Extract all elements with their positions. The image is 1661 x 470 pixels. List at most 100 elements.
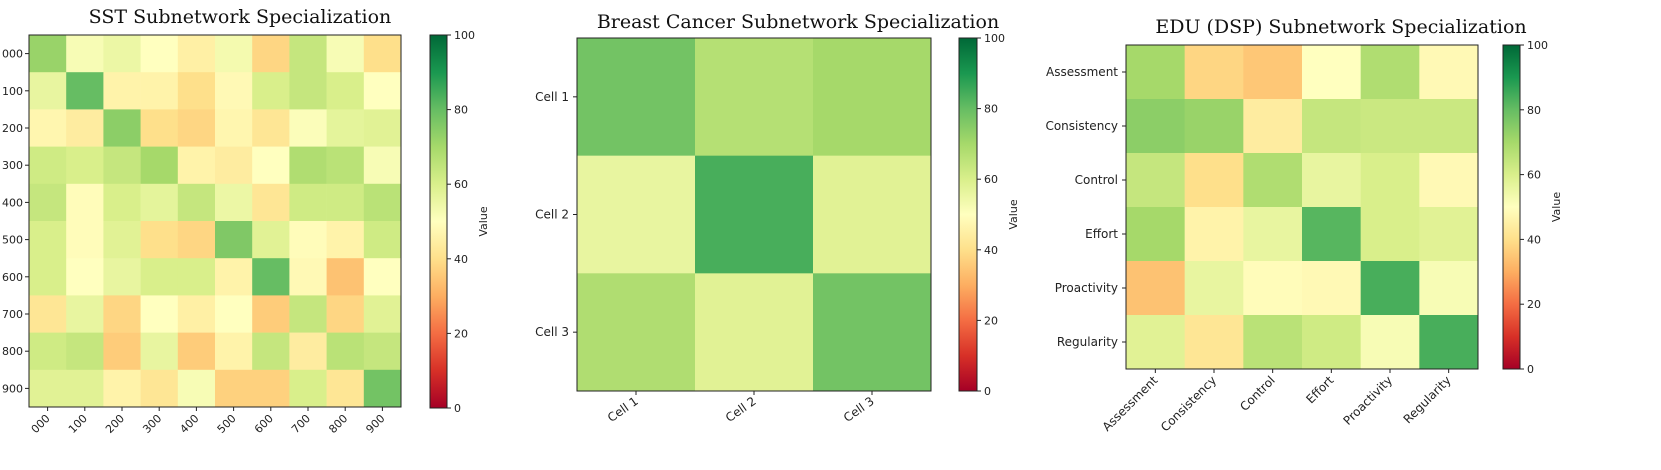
x-tick-label: 000	[29, 412, 53, 436]
heatmap-cell	[1126, 99, 1185, 154]
heatmap-cell	[363, 35, 402, 73]
colorbar-label: Value	[477, 206, 490, 236]
sst-panel: SST Subnetwork Specialization 0001002003…	[2, 6, 490, 436]
heatmap-cell	[577, 273, 696, 392]
heatmap-cell	[1360, 99, 1420, 154]
heatmap-cell	[326, 146, 365, 185]
heatmap-cell	[1302, 99, 1361, 154]
y-tick-label: Cell 3	[535, 325, 569, 339]
heatmap-cell	[289, 72, 327, 110]
heatmap-cell	[1302, 261, 1361, 316]
sst-colorbar: 0 20 40 60 80 100 Value	[429, 29, 490, 415]
heatmap-cell	[140, 221, 179, 259]
y-tick-label: 000	[2, 48, 23, 61]
heatmap-cell	[177, 295, 216, 333]
plot-frame	[28, 34, 402, 408]
colorbar-tick-label: 100	[984, 32, 1005, 45]
heatmap-cell	[1184, 99, 1244, 154]
colorbar-gradient	[1502, 44, 1521, 370]
heatmap-cell	[215, 146, 253, 185]
colorbar-tick-label: 100	[1527, 39, 1548, 52]
colorbar-tick-label: 80	[1527, 104, 1541, 117]
colorbar-tick-label: 0	[984, 385, 991, 398]
heatmap-cell	[1243, 45, 1303, 100]
heatmap-cell	[252, 72, 290, 110]
heatmap-cell	[1302, 153, 1361, 208]
y-tick-label: 400	[2, 196, 23, 209]
heatmap-cell	[215, 109, 253, 147]
heatmap-cell	[29, 295, 67, 333]
heatmap-cell	[289, 221, 327, 259]
heatmap-cell	[1184, 207, 1244, 262]
y-tick-label: 600	[2, 271, 23, 284]
heatmap-cell	[1419, 153, 1479, 208]
colorbar-gradient	[429, 34, 448, 409]
heatmap-cell	[29, 35, 67, 73]
heatmap-cell	[29, 72, 67, 110]
heatmap-cell	[66, 35, 104, 73]
heatmap-cell	[29, 258, 67, 296]
heatmap-cell	[252, 183, 290, 222]
heatmap-cell	[140, 183, 179, 222]
heatmap-cell	[29, 369, 67, 408]
heatmap-cell	[326, 332, 365, 371]
heatmap-cell	[1419, 315, 1479, 370]
heatmap-cell	[326, 369, 365, 408]
heatmap-cell	[1419, 45, 1479, 100]
heatmap-cell	[140, 332, 179, 371]
heatmap-cell	[103, 332, 141, 371]
heatmap-cell	[252, 109, 290, 147]
heatmap-cell	[1302, 315, 1361, 370]
sst-title: SST Subnetwork Specialization	[89, 6, 392, 28]
x-tick-label: 600	[252, 412, 276, 436]
y-tick-label: Assessment	[1046, 65, 1118, 79]
heatmap-cell	[140, 109, 179, 147]
heatmap-cell	[813, 155, 932, 274]
colorbar-tick-label: 0	[454, 402, 461, 415]
y-tick-label: Proactivity	[1055, 281, 1118, 295]
heatmap-cell	[1302, 207, 1361, 262]
breast-cancer-colorbar: 0 20 40 60 80 100 Value	[958, 32, 1020, 398]
x-tick-label: 700	[289, 412, 313, 436]
y-tick-label: Consistency	[1045, 119, 1118, 133]
heatmap-cell	[103, 72, 141, 110]
y-tick-label: Effort	[1085, 227, 1118, 241]
heatmap-cell	[215, 72, 253, 110]
heatmap-cell	[363, 72, 402, 110]
heatmap-cell	[103, 258, 141, 296]
x-tick-label: 200	[103, 412, 127, 436]
edu-panel: EDU (DSP) Subnetwork Specialization Asse…	[1045, 16, 1563, 434]
heatmap-cell	[177, 146, 216, 185]
heatmap-cell	[326, 258, 365, 296]
heatmap-cell	[29, 109, 67, 147]
heatmap-cell	[177, 183, 216, 222]
x-tick-label: Cell 2	[723, 394, 759, 425]
heatmap-cell	[252, 221, 290, 259]
heatmap-cell	[29, 221, 67, 259]
heatmap-cell	[577, 38, 696, 156]
colorbar-gradient	[958, 37, 978, 392]
colorbar-tick-label: 40	[984, 244, 998, 257]
colorbar-tick-label: 40	[454, 253, 468, 266]
heatmap-cell	[1126, 315, 1185, 370]
heatmap-cell	[177, 369, 216, 408]
heatmap-cell	[252, 295, 290, 333]
heatmap-cell	[252, 146, 290, 185]
colorbar-tick-label: 0	[1527, 363, 1534, 376]
heatmap-cell	[215, 183, 253, 222]
x-tick-label: 500	[215, 412, 239, 436]
breast-cancer-panel: Breast Cancer Subnetwork Specialization …	[535, 11, 1020, 425]
heatmap-cell	[289, 109, 327, 147]
heatmap-cell	[1243, 261, 1303, 316]
x-tick-label: Proactivity	[1340, 373, 1395, 428]
heatmap-cell	[103, 146, 141, 185]
heatmap-cell	[363, 109, 402, 147]
heatmap-cell	[1126, 153, 1185, 208]
heatmap-cell	[215, 221, 253, 259]
colorbar-tick-label: 80	[984, 103, 998, 116]
heatmap-cell	[1126, 261, 1185, 316]
heatmap-cell	[695, 38, 814, 156]
heatmap-cell	[252, 35, 290, 73]
heatmap-cell	[363, 332, 402, 371]
